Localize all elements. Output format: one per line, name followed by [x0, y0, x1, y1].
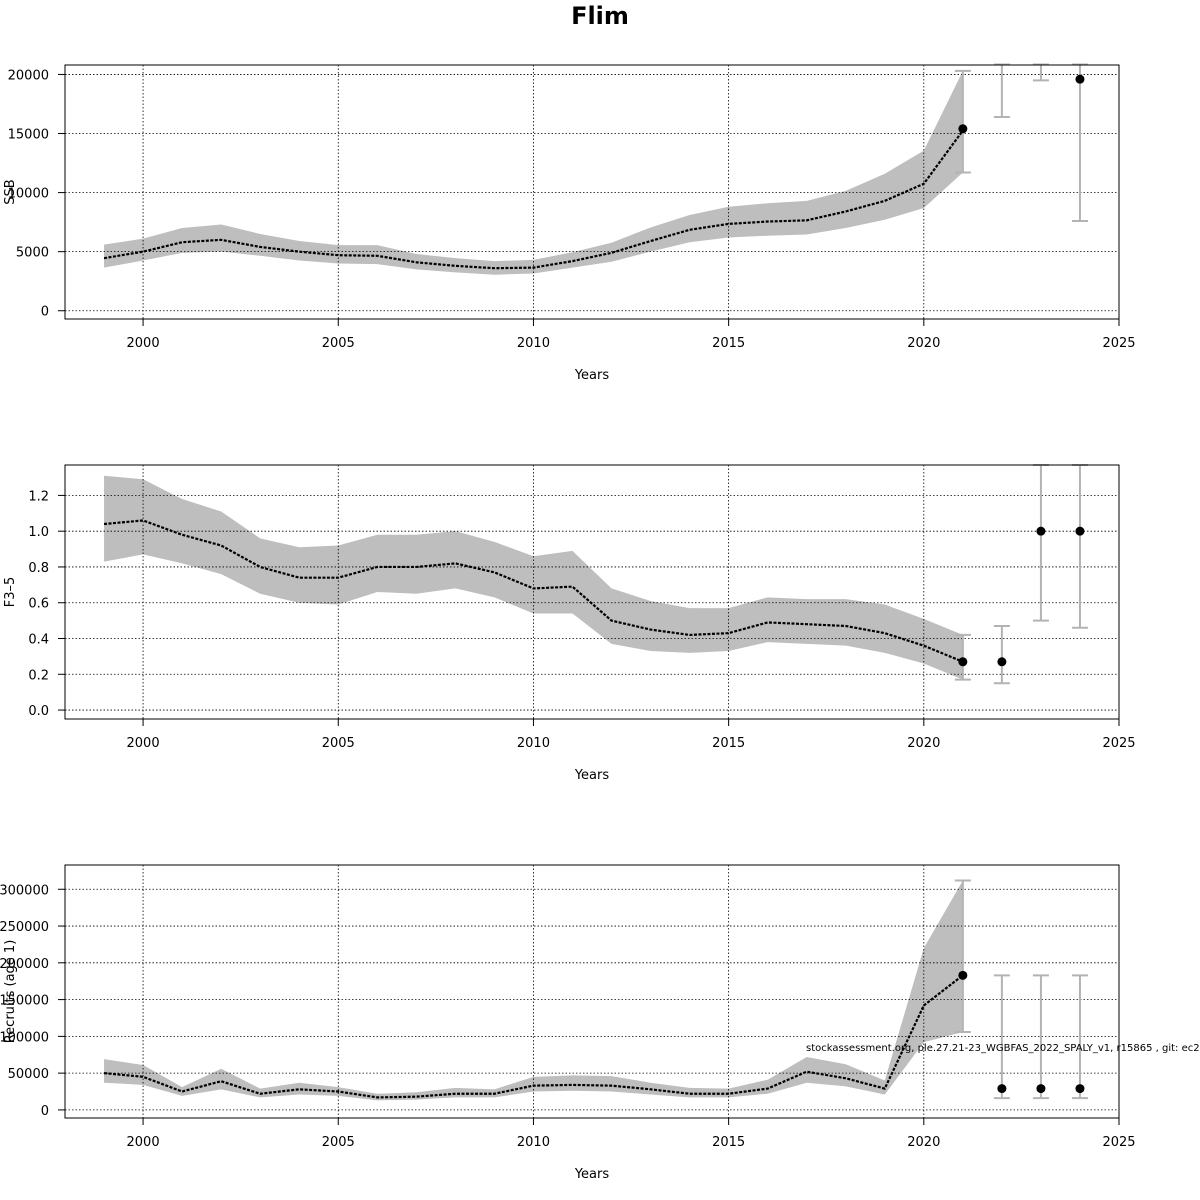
errorbar-2021 [954, 879, 971, 1033]
y-tick-label-6: 1.2 [28, 489, 49, 504]
x-tick-label-2010: 2010 [517, 1135, 550, 1150]
errorbar-2024 [1071, 464, 1088, 629]
forecast-point-2024 [1075, 526, 1085, 536]
x-tick-label-2025: 2025 [1102, 736, 1135, 751]
x-tick-label-2020: 2020 [907, 336, 940, 351]
errorbar-2022 [993, 624, 1010, 685]
errorbar-2023 [1032, 974, 1049, 1100]
plot-frame [64, 64, 1120, 320]
forecast-point-2023 [1036, 1084, 1046, 1094]
y-tick-label-4: 200000 [0, 957, 49, 972]
y-axis-label: F3–5 [3, 577, 18, 608]
plot-area [65, 65, 1119, 319]
x-tick-label-2015: 2015 [712, 336, 745, 351]
forecast-point-2023 [1036, 526, 1046, 536]
panel-2: 2000 2005 2010 2015 2020 2025 0.0 0.2 0.4 0.6 0.8 1… [3, 464, 1136, 783]
errorbar-2022 [993, 974, 1010, 1100]
y-tick-label-4: 20000 [8, 68, 49, 83]
errorbar-2022 [993, 63, 1010, 118]
errorbar-2023 [1032, 63, 1049, 82]
x-tick-label-2000: 2000 [127, 1135, 160, 1150]
x-tick-label-2025: 2025 [1102, 1135, 1135, 1150]
y-axis-label: Recruits (age 1) [3, 940, 18, 1044]
confidence-band [104, 880, 963, 1101]
x-tick-label-2010: 2010 [517, 736, 550, 751]
footnote: stockassessment.org, ple.27.21-23_WGBFAS… [806, 1043, 1200, 1054]
chart-title: Flim [571, 2, 629, 30]
y-tick-label-5: 1.0 [28, 525, 49, 540]
plot-area [65, 465, 1119, 719]
y-tick-label-2: 100000 [0, 1030, 49, 1045]
plot-frame [64, 464, 1120, 720]
y-tick-label-0: 0.0 [28, 704, 49, 719]
forecast-point-2021 [958, 124, 968, 134]
x-tick-label-2025: 2025 [1102, 336, 1135, 351]
plot-frame [64, 864, 1120, 1119]
forecast-point-2022 [997, 657, 1007, 667]
x-tick-label-2005: 2005 [322, 336, 355, 351]
y-tick-label-6: 300000 [0, 883, 49, 898]
x-tick-label-2005: 2005 [322, 1135, 355, 1150]
forecast-point-2021 [958, 657, 968, 667]
x-axis-label: Years [574, 1167, 610, 1182]
errorbar-2021 [954, 69, 971, 174]
x-tick-label-2020: 2020 [907, 1135, 940, 1150]
errorbar-2024 [1071, 974, 1088, 1100]
y-tick-label-0: 0 [41, 1104, 49, 1119]
y-tick-label-2: 10000 [8, 187, 49, 202]
plot-area [65, 865, 1119, 1118]
estimate-line [103, 519, 964, 663]
x-tick-label-2005: 2005 [322, 736, 355, 751]
y-tick-label-1: 50000 [8, 1067, 49, 1082]
y-tick-label-3: 15000 [8, 128, 49, 143]
panel-3: 2000 2005 2010 2015 2020 2025 0 50000 100000 1500… [0, 864, 1136, 1182]
panel-1: 2000 2005 2010 2015 2020 2025 0 5000 10000 15000 2… [3, 63, 1136, 383]
x-tick-label-2000: 2000 [127, 336, 160, 351]
errorbar-2023 [1032, 464, 1049, 622]
y-tick-label-1: 0.2 [28, 668, 49, 683]
chart-panels: 2000 2005 2010 2015 2020 2025 0 5000 10000 15000 2… [0, 63, 1136, 1182]
y-tick-label-1: 5000 [16, 246, 49, 261]
x-tick-label-2000: 2000 [127, 736, 160, 751]
y-tick-label-4: 0.8 [28, 561, 49, 576]
forecast-point-2021 [958, 970, 968, 980]
y-tick-label-3: 0.6 [28, 597, 49, 612]
estimate-line [103, 129, 964, 270]
y-tick-label-2: 0.4 [28, 633, 49, 648]
forecast-point-2024 [1075, 74, 1085, 84]
errorbar-2024 [1071, 63, 1088, 222]
forecast-point-2022 [997, 1084, 1007, 1094]
x-tick-label-2020: 2020 [907, 736, 940, 751]
y-tick-label-3: 150000 [0, 994, 49, 1009]
y-axis-label: SSB [3, 179, 18, 204]
x-tick-label-2015: 2015 [712, 736, 745, 751]
estimate-line [103, 974, 964, 1099]
x-axis-label: Years [574, 768, 610, 783]
x-tick-label-2015: 2015 [712, 1135, 745, 1150]
y-tick-label-0: 0 [41, 305, 49, 320]
x-axis-label: Years [574, 368, 610, 383]
forecast-point-2024 [1075, 1084, 1085, 1094]
x-tick-label-2010: 2010 [517, 336, 550, 351]
y-tick-label-5: 250000 [0, 920, 49, 935]
